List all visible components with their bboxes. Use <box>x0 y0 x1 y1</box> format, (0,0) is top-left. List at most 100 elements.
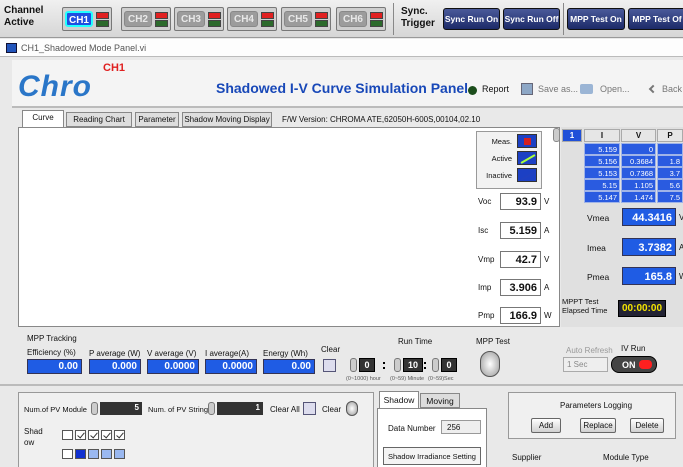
run-time-value: 0 <box>441 358 457 372</box>
shadow-tab[interactable]: Moving <box>420 393 460 408</box>
tab[interactable]: Reading Chart <box>66 112 132 127</box>
tab[interactable]: Parameter <box>135 112 179 127</box>
logging-button[interactable]: Replace <box>580 418 616 433</box>
shadow-cell[interactable] <box>75 449 86 459</box>
sync-button[interactable]: Sync Run On <box>443 8 500 30</box>
sync-label: Sync. Trigger <box>401 6 435 29</box>
channel-button[interactable]: CH5 <box>281 7 331 31</box>
result-unit: V <box>544 197 550 206</box>
legend-swatch <box>517 168 537 182</box>
iv-run-button[interactable]: ON <box>611 356 657 373</box>
shadow-cell[interactable] <box>62 430 73 440</box>
table-cell: 5.153 <box>584 167 620 179</box>
shadow-cell[interactable] <box>62 449 73 459</box>
bottom-divider <box>0 384 683 386</box>
channel-button[interactable]: CH6 <box>336 7 386 31</box>
channel-button[interactable]: CH2 <box>121 7 171 31</box>
measure-unit: W <box>679 272 683 281</box>
channel-name: CH2 <box>124 11 152 27</box>
scrollbar <box>553 128 560 142</box>
spinner[interactable] <box>208 402 215 415</box>
clear-icon[interactable] <box>323 359 336 372</box>
run-time-range: (0~1000) hour <box>346 376 381 382</box>
sync-button[interactable]: MPP Test On <box>567 8 625 30</box>
supplier-label: Supplier <box>512 453 542 462</box>
clear-all-icon[interactable] <box>303 402 316 415</box>
auto-refresh-select[interactable]: 1 Sec <box>563 357 608 372</box>
spinner[interactable] <box>91 402 98 415</box>
table-cell: 3.7 <box>657 167 683 179</box>
sync-button[interactable]: Sync Run Off <box>503 8 560 30</box>
channel-name: CH6 <box>339 11 367 27</box>
spinner[interactable] <box>350 358 357 372</box>
run-time-value: 10 <box>403 358 423 372</box>
pv-string-label: Num. of PV String <box>148 405 209 414</box>
channel-label: Channel Active <box>4 5 44 28</box>
iv-run-led <box>639 360 652 369</box>
channel-button[interactable]: CH3 <box>174 7 224 31</box>
elapsed-label: MPPT Test Elapsed Time <box>562 297 608 315</box>
result-label: Imp <box>478 283 492 292</box>
measure-label: Pmea <box>587 272 610 282</box>
spinner[interactable] <box>394 358 401 372</box>
channel-button[interactable]: CH4 <box>227 7 277 31</box>
stat-value: 0.0000 <box>205 359 257 374</box>
measure-value: 44.3416 <box>622 208 676 226</box>
table-cell: 0.3684 <box>621 155 656 167</box>
shadow-tab[interactable]: Shadow <box>379 391 419 408</box>
shadow-cell[interactable] <box>114 430 125 440</box>
shadow-cell[interactable] <box>88 449 99 459</box>
irradiance-button[interactable]: Shadow Irradiance Setting <box>383 447 481 465</box>
run-time-range: (0~59)Sec <box>428 376 454 382</box>
status-green <box>96 20 109 27</box>
result-unit: W <box>544 311 552 320</box>
stat-value: 0.0000 <box>147 359 199 374</box>
legend-label: Meas. <box>491 137 512 146</box>
data-number-select[interactable]: 256 <box>441 420 481 434</box>
fw-version: F/W Version: CHROMA ATE,62050H-600S,0010… <box>282 115 481 124</box>
pv-module-label: Num.of PV Module <box>24 405 87 414</box>
save-button[interactable]: Save as... <box>538 84 579 94</box>
table-cell: 5.6 <box>657 179 683 191</box>
module-type-label: Module Type <box>603 453 649 462</box>
pv-module-value: 5 <box>100 402 142 415</box>
shadow-cell[interactable] <box>75 430 86 440</box>
stat-label: P average (W) <box>89 349 141 358</box>
report-button[interactable]: Report <box>482 84 510 94</box>
shadow-cell[interactable] <box>88 430 99 440</box>
pv-string-value: 1 <box>217 402 263 415</box>
table-cell: 0 <box>621 143 656 155</box>
table-header: V <box>621 129 656 142</box>
status-green <box>208 20 221 27</box>
tab[interactable]: Shadow Moving Display <box>182 112 272 127</box>
result-unit: A <box>544 226 550 235</box>
legend-swatch <box>517 151 537 165</box>
channel-name: CH4 <box>230 11 258 27</box>
mpp-test-knob[interactable] <box>480 351 500 377</box>
data-number-label: Data Number <box>388 424 436 433</box>
sync-button[interactable]: MPP Test Of <box>628 8 683 30</box>
logging-button[interactable]: Add <box>531 418 561 433</box>
channel-button[interactable]: CH1 <box>62 7 112 31</box>
shadow-cell[interactable] <box>101 430 112 440</box>
measure-value: 165.8 <box>622 267 676 285</box>
tab-body <box>18 127 560 327</box>
legend-symbol <box>520 154 536 164</box>
shadow-cell[interactable] <box>101 449 112 459</box>
tab[interactable]: Curve <box>22 110 64 127</box>
back-button[interactable]: Back <box>662 84 683 94</box>
table-cell: 1.8 <box>657 155 683 167</box>
shadow-cell[interactable] <box>114 449 125 459</box>
clear-knob[interactable] <box>346 401 358 416</box>
table-header: 1 <box>562 129 582 142</box>
status-green <box>315 20 328 27</box>
spinner[interactable] <box>432 358 439 372</box>
measure-label: Imea <box>587 243 606 253</box>
logging-button[interactable]: Delete <box>630 418 664 433</box>
open-button[interactable]: Open... <box>600 84 630 94</box>
result-label: Isc <box>478 226 489 235</box>
channel-name: CH3 <box>177 11 205 27</box>
measure-unit: A <box>679 243 683 252</box>
stat-label: Efficiency (%) <box>27 348 76 357</box>
